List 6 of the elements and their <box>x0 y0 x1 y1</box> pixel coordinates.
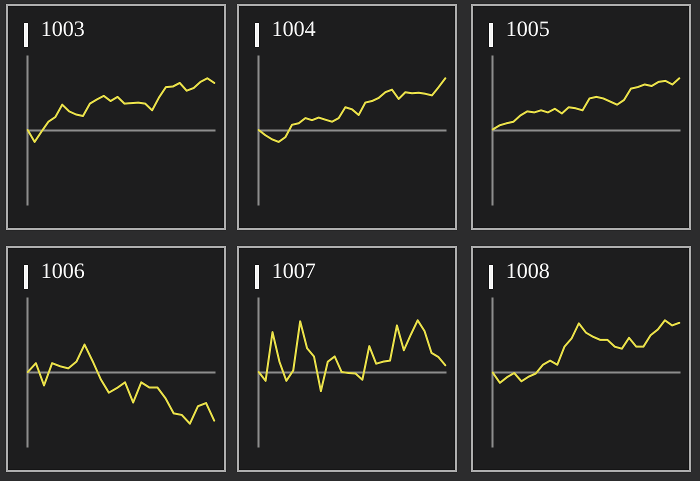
chart-title: 1008 <box>506 258 550 283</box>
chart-title: 1007 <box>272 258 316 283</box>
chart-title: 1003 <box>40 16 85 41</box>
chart-title: 1005 <box>506 16 550 41</box>
chart-title: 1004 <box>272 16 316 41</box>
chart-title: 1006 <box>40 258 85 283</box>
